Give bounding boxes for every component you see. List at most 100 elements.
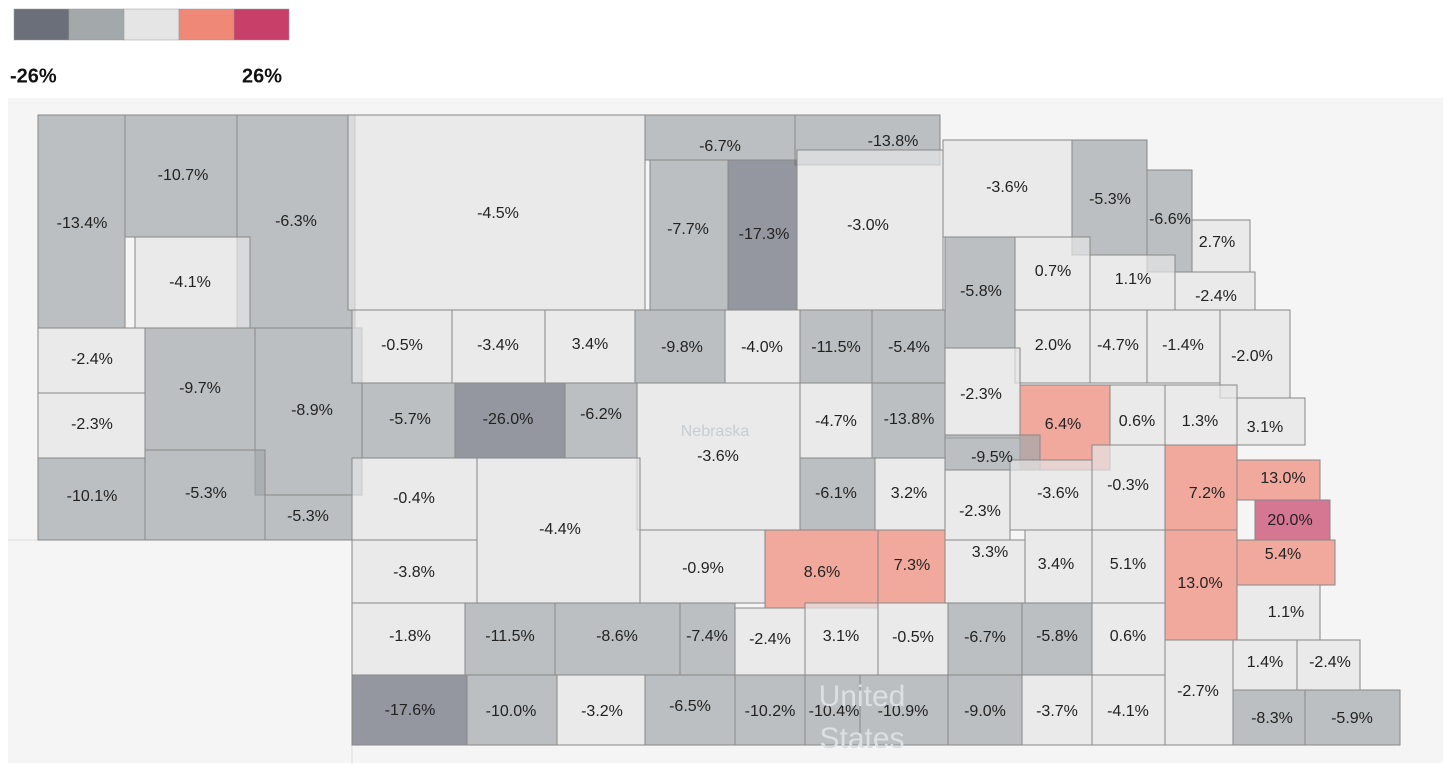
county-label: -13.8%	[884, 411, 935, 428]
county-label: -2.4%	[749, 631, 791, 648]
county-label: 3.4%	[572, 336, 608, 353]
county-label: -10.4%	[809, 703, 860, 720]
county-label: 5.1%	[1110, 556, 1146, 573]
county	[634, 309, 726, 384]
county-label: 1.1%	[1115, 271, 1151, 288]
county	[877, 602, 949, 676]
county-label: -3.7%	[1036, 703, 1078, 720]
county-label: -2.4%	[71, 351, 113, 368]
county-label: 1.4%	[1247, 654, 1283, 671]
county	[554, 602, 681, 676]
county-label: -4.5%	[477, 205, 519, 222]
county	[1089, 254, 1176, 311]
county	[944, 469, 1011, 541]
county	[636, 382, 801, 531]
county	[236, 114, 356, 329]
map-label: United	[819, 680, 906, 713]
county-label: -4.7%	[815, 413, 857, 430]
county-label: -0.9%	[682, 560, 724, 577]
county	[1174, 271, 1256, 311]
county-label: 3.2%	[891, 485, 927, 502]
legend-max: 26%	[242, 65, 282, 87]
county	[1091, 674, 1166, 746]
county-label: 0.6%	[1119, 413, 1155, 430]
county-label: -6.6%	[1149, 211, 1191, 228]
county	[466, 674, 558, 746]
county	[476, 457, 641, 604]
county-label: -4.7%	[1097, 337, 1139, 354]
county-label: -11.5%	[811, 339, 861, 356]
county-label: -10.7%	[158, 167, 209, 184]
county-label: 0.6%	[1110, 628, 1146, 645]
county-label: 3.4%	[1038, 556, 1074, 573]
county	[144, 449, 266, 541]
county-label: -3.6%	[1037, 485, 1079, 502]
county-label: -5.3%	[185, 485, 227, 502]
county-label: 3.1%	[823, 628, 859, 645]
county	[1304, 689, 1401, 746]
county	[37, 457, 146, 541]
legend-swatch	[13, 8, 70, 41]
county	[1236, 397, 1306, 446]
county-label: -9.7%	[179, 380, 221, 397]
county	[1232, 639, 1298, 691]
county	[144, 327, 256, 451]
county-label: -2.4%	[1309, 654, 1351, 671]
county	[727, 159, 798, 311]
county	[796, 149, 944, 311]
county	[804, 674, 861, 746]
county	[254, 327, 363, 496]
county	[37, 114, 126, 329]
county-label: -2.0%	[1231, 348, 1273, 365]
county-label: -4.1%	[169, 274, 211, 291]
county	[544, 309, 636, 384]
county	[1164, 384, 1238, 446]
county	[347, 114, 646, 311]
county-label: -5.7%	[389, 411, 431, 428]
county-label: -3.0%	[847, 217, 889, 234]
county-label: 0.7%	[1035, 263, 1071, 280]
county	[1089, 309, 1148, 384]
legend-swatch	[123, 8, 180, 41]
county	[871, 309, 946, 384]
county-label: 7.2%	[1189, 485, 1225, 502]
county-label: 1.3%	[1182, 413, 1218, 430]
county-label: -1.4%	[1162, 337, 1204, 354]
legend	[13, 8, 290, 41]
county-label: 5.4%	[1265, 546, 1301, 563]
county-label: -4.4%	[539, 521, 581, 538]
legend-swatch	[68, 8, 125, 41]
county-label: -11.5%	[485, 628, 535, 645]
county-label: -9.0%	[964, 703, 1006, 720]
map-label: States	[819, 722, 904, 755]
county-label: -3.2%	[581, 703, 623, 720]
county	[1014, 236, 1091, 311]
county-label: -8.6%	[596, 628, 638, 645]
county	[351, 602, 466, 676]
county	[351, 539, 478, 604]
county-label: -0.5%	[892, 629, 934, 646]
county	[944, 236, 1016, 349]
county	[1164, 639, 1234, 746]
county-label: -1.8%	[389, 628, 431, 645]
county-label: -6.5%	[669, 698, 711, 715]
county	[1091, 444, 1166, 531]
county	[724, 309, 801, 384]
county	[1014, 309, 1091, 384]
county-label: 1.1%	[1268, 604, 1304, 621]
county-label: -6.7%	[699, 138, 741, 155]
county-label: -6.2%	[580, 406, 622, 423]
county	[942, 139, 1073, 238]
county-label: -3.6%	[697, 448, 739, 465]
county-label: 2.7%	[1199, 234, 1235, 251]
county-label: -7.4%	[686, 628, 728, 645]
county	[351, 674, 468, 746]
county-label: -2.3%	[71, 416, 113, 433]
county-label: -5.3%	[287, 508, 329, 525]
county-label: -3.6%	[986, 179, 1028, 196]
county	[799, 309, 873, 384]
counties: -13.4% -10.7% -6.3% -4.1% -4.5% -6.7% -13.8% -7…	[37, 114, 1401, 746]
county	[1236, 539, 1336, 586]
